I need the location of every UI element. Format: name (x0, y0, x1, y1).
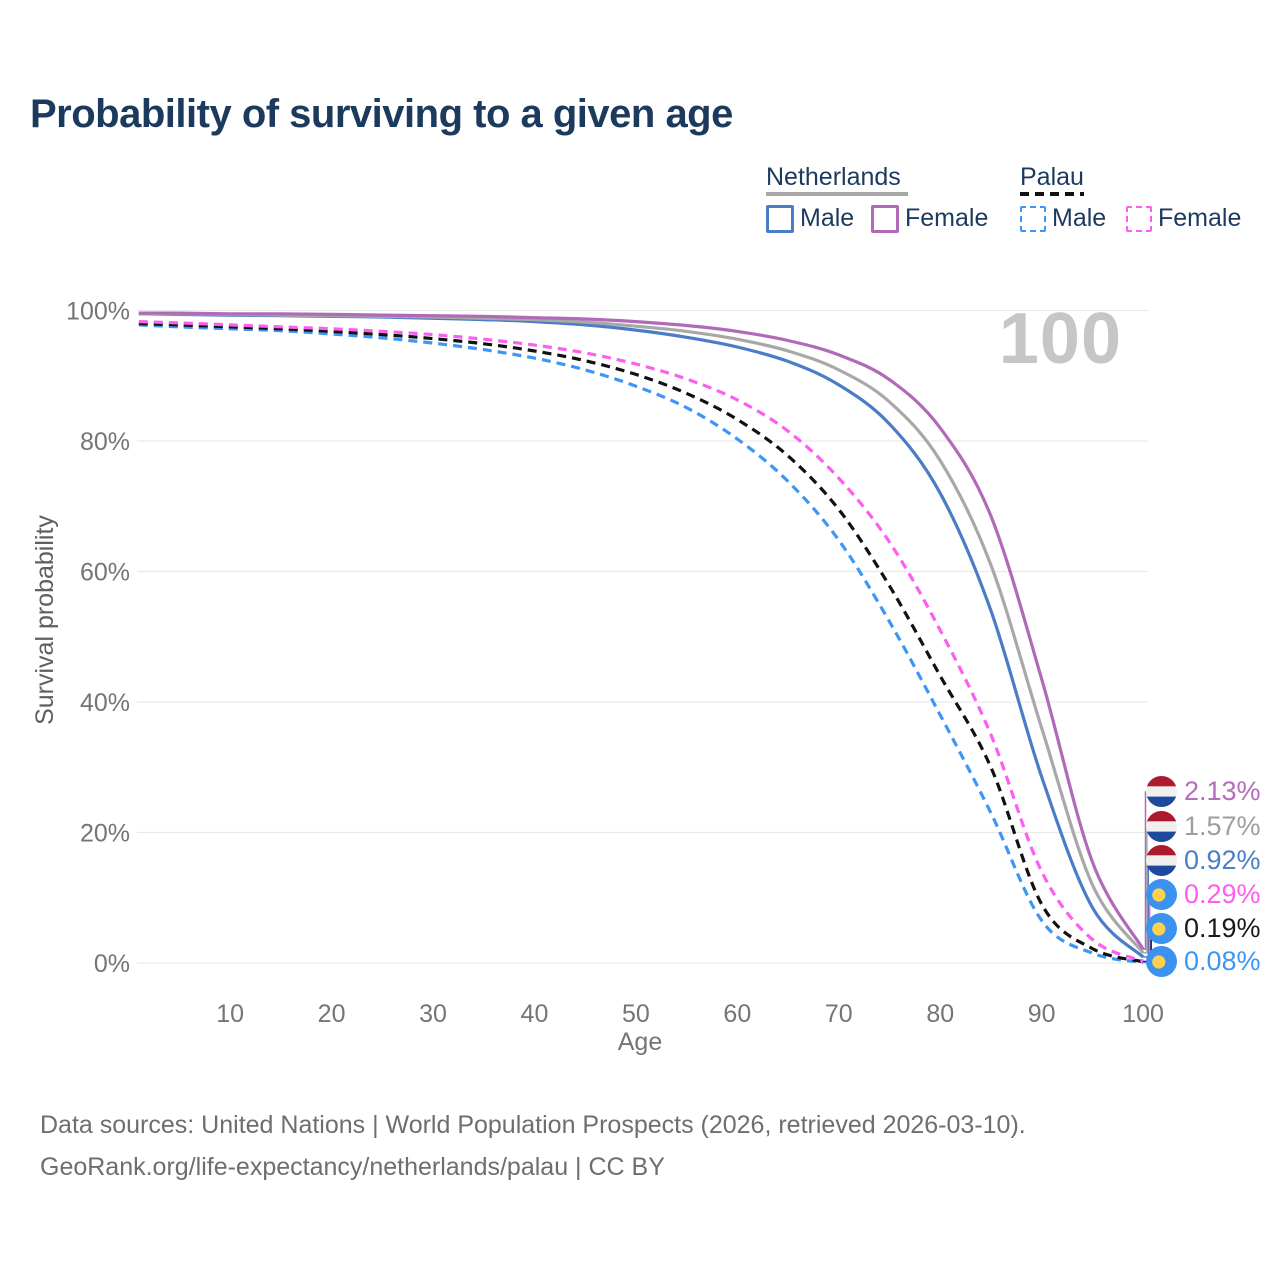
x-tick-label: 50 (622, 1000, 650, 1028)
x-tick-label: 90 (1028, 1000, 1056, 1028)
x-tick-label: 80 (926, 1000, 954, 1028)
end-label-netherlands-total: 1.57% (1146, 811, 1261, 842)
end-value: 2.13% (1184, 776, 1261, 806)
end-value: 0.92% (1184, 845, 1261, 875)
palau-flag-icon (1146, 879, 1177, 910)
netherlands-flag-icon (1146, 845, 1177, 876)
netherlands-flag-icon (1146, 776, 1177, 807)
series-line-netherlands-female[interactable] (138, 311, 1145, 950)
series-line-palau-male[interactable] (138, 323, 1144, 965)
x-tick-label: 20 (318, 1000, 346, 1028)
x-tick-label: 10 (216, 1000, 244, 1028)
series-line-palau-female[interactable] (138, 319, 1144, 963)
netherlands-female-swatch-icon (871, 204, 899, 233)
y-tick-label: 20% (80, 820, 130, 848)
chart-title: Probability of surviving to a given age (30, 92, 733, 136)
palau-flag-icon (1146, 913, 1177, 944)
palau-female-swatch-icon (1126, 205, 1152, 232)
netherlands-male-swatch-icon (766, 204, 794, 233)
legend-item-label: Female (1158, 204, 1242, 232)
source-line-2: GeoRank.org/life-expectancy/netherlands/… (40, 1153, 665, 1181)
series-line-netherlands-male[interactable] (138, 312, 1145, 959)
legend-item-label: Male (800, 204, 855, 232)
x-tick-label: 100 (1122, 1000, 1164, 1028)
end-label-netherlands-female: 2.13% (1146, 776, 1261, 807)
age-watermark: 100 (998, 299, 1122, 379)
netherlands-flag-icon (1146, 811, 1177, 842)
source-attribution: Data sources: United Nations | World Pop… (40, 1104, 1026, 1188)
end-label-palau-female: 0.29% (1146, 879, 1261, 910)
legend-item-netherlands-male[interactable]: Male (766, 204, 854, 233)
x-axis-title: Age (617, 1028, 663, 1056)
legend-group-palau-label: Palau (1020, 163, 1084, 191)
legend-item-palau-female[interactable]: Female (1126, 204, 1241, 233)
series-line-palau-both-sexes-[interactable] (138, 321, 1144, 964)
y-tick-label: 0% (94, 950, 130, 978)
y-tick-label: 40% (80, 689, 130, 717)
end-label-palau-male: 0.08% (1146, 946, 1261, 977)
legend-item-netherlands-female[interactable]: Female (871, 204, 988, 233)
end-value: 0.29% (1184, 879, 1261, 909)
end-value: 0.19% (1184, 913, 1261, 943)
y-tick-label: 100% (66, 298, 130, 326)
palau-total-line-swatch (1020, 192, 1084, 196)
end-label-netherlands-male: 0.92% (1146, 845, 1261, 876)
end-value: 0.08% (1184, 946, 1261, 976)
end-value: 1.57% (1184, 811, 1261, 841)
series-line-netherlands-both-sexes-[interactable] (138, 312, 1145, 954)
source-line-1: Data sources: United Nations | World Pop… (40, 1111, 1026, 1139)
y-tick-label: 60% (80, 559, 130, 587)
legend-item-label: Male (1052, 204, 1107, 232)
end-label-palau-total: 0.19% (1146, 913, 1261, 944)
palau-flag-icon (1146, 946, 1177, 977)
x-tick-label: 70 (825, 1000, 853, 1028)
palau-male-swatch-icon (1020, 205, 1046, 232)
x-tick-label: 30 (419, 1000, 447, 1028)
legend-item-label: Female (905, 204, 989, 232)
legend-group-netherlands-label: Netherlands (766, 163, 901, 191)
legend-item-palau-male[interactable]: Male (1020, 204, 1106, 233)
netherlands-total-line-swatch (766, 192, 908, 196)
x-tick-label: 40 (521, 1000, 549, 1028)
y-tick-label: 80% (80, 428, 130, 456)
y-axis-title: Survival probability (31, 515, 59, 725)
x-tick-label: 60 (723, 1000, 751, 1028)
